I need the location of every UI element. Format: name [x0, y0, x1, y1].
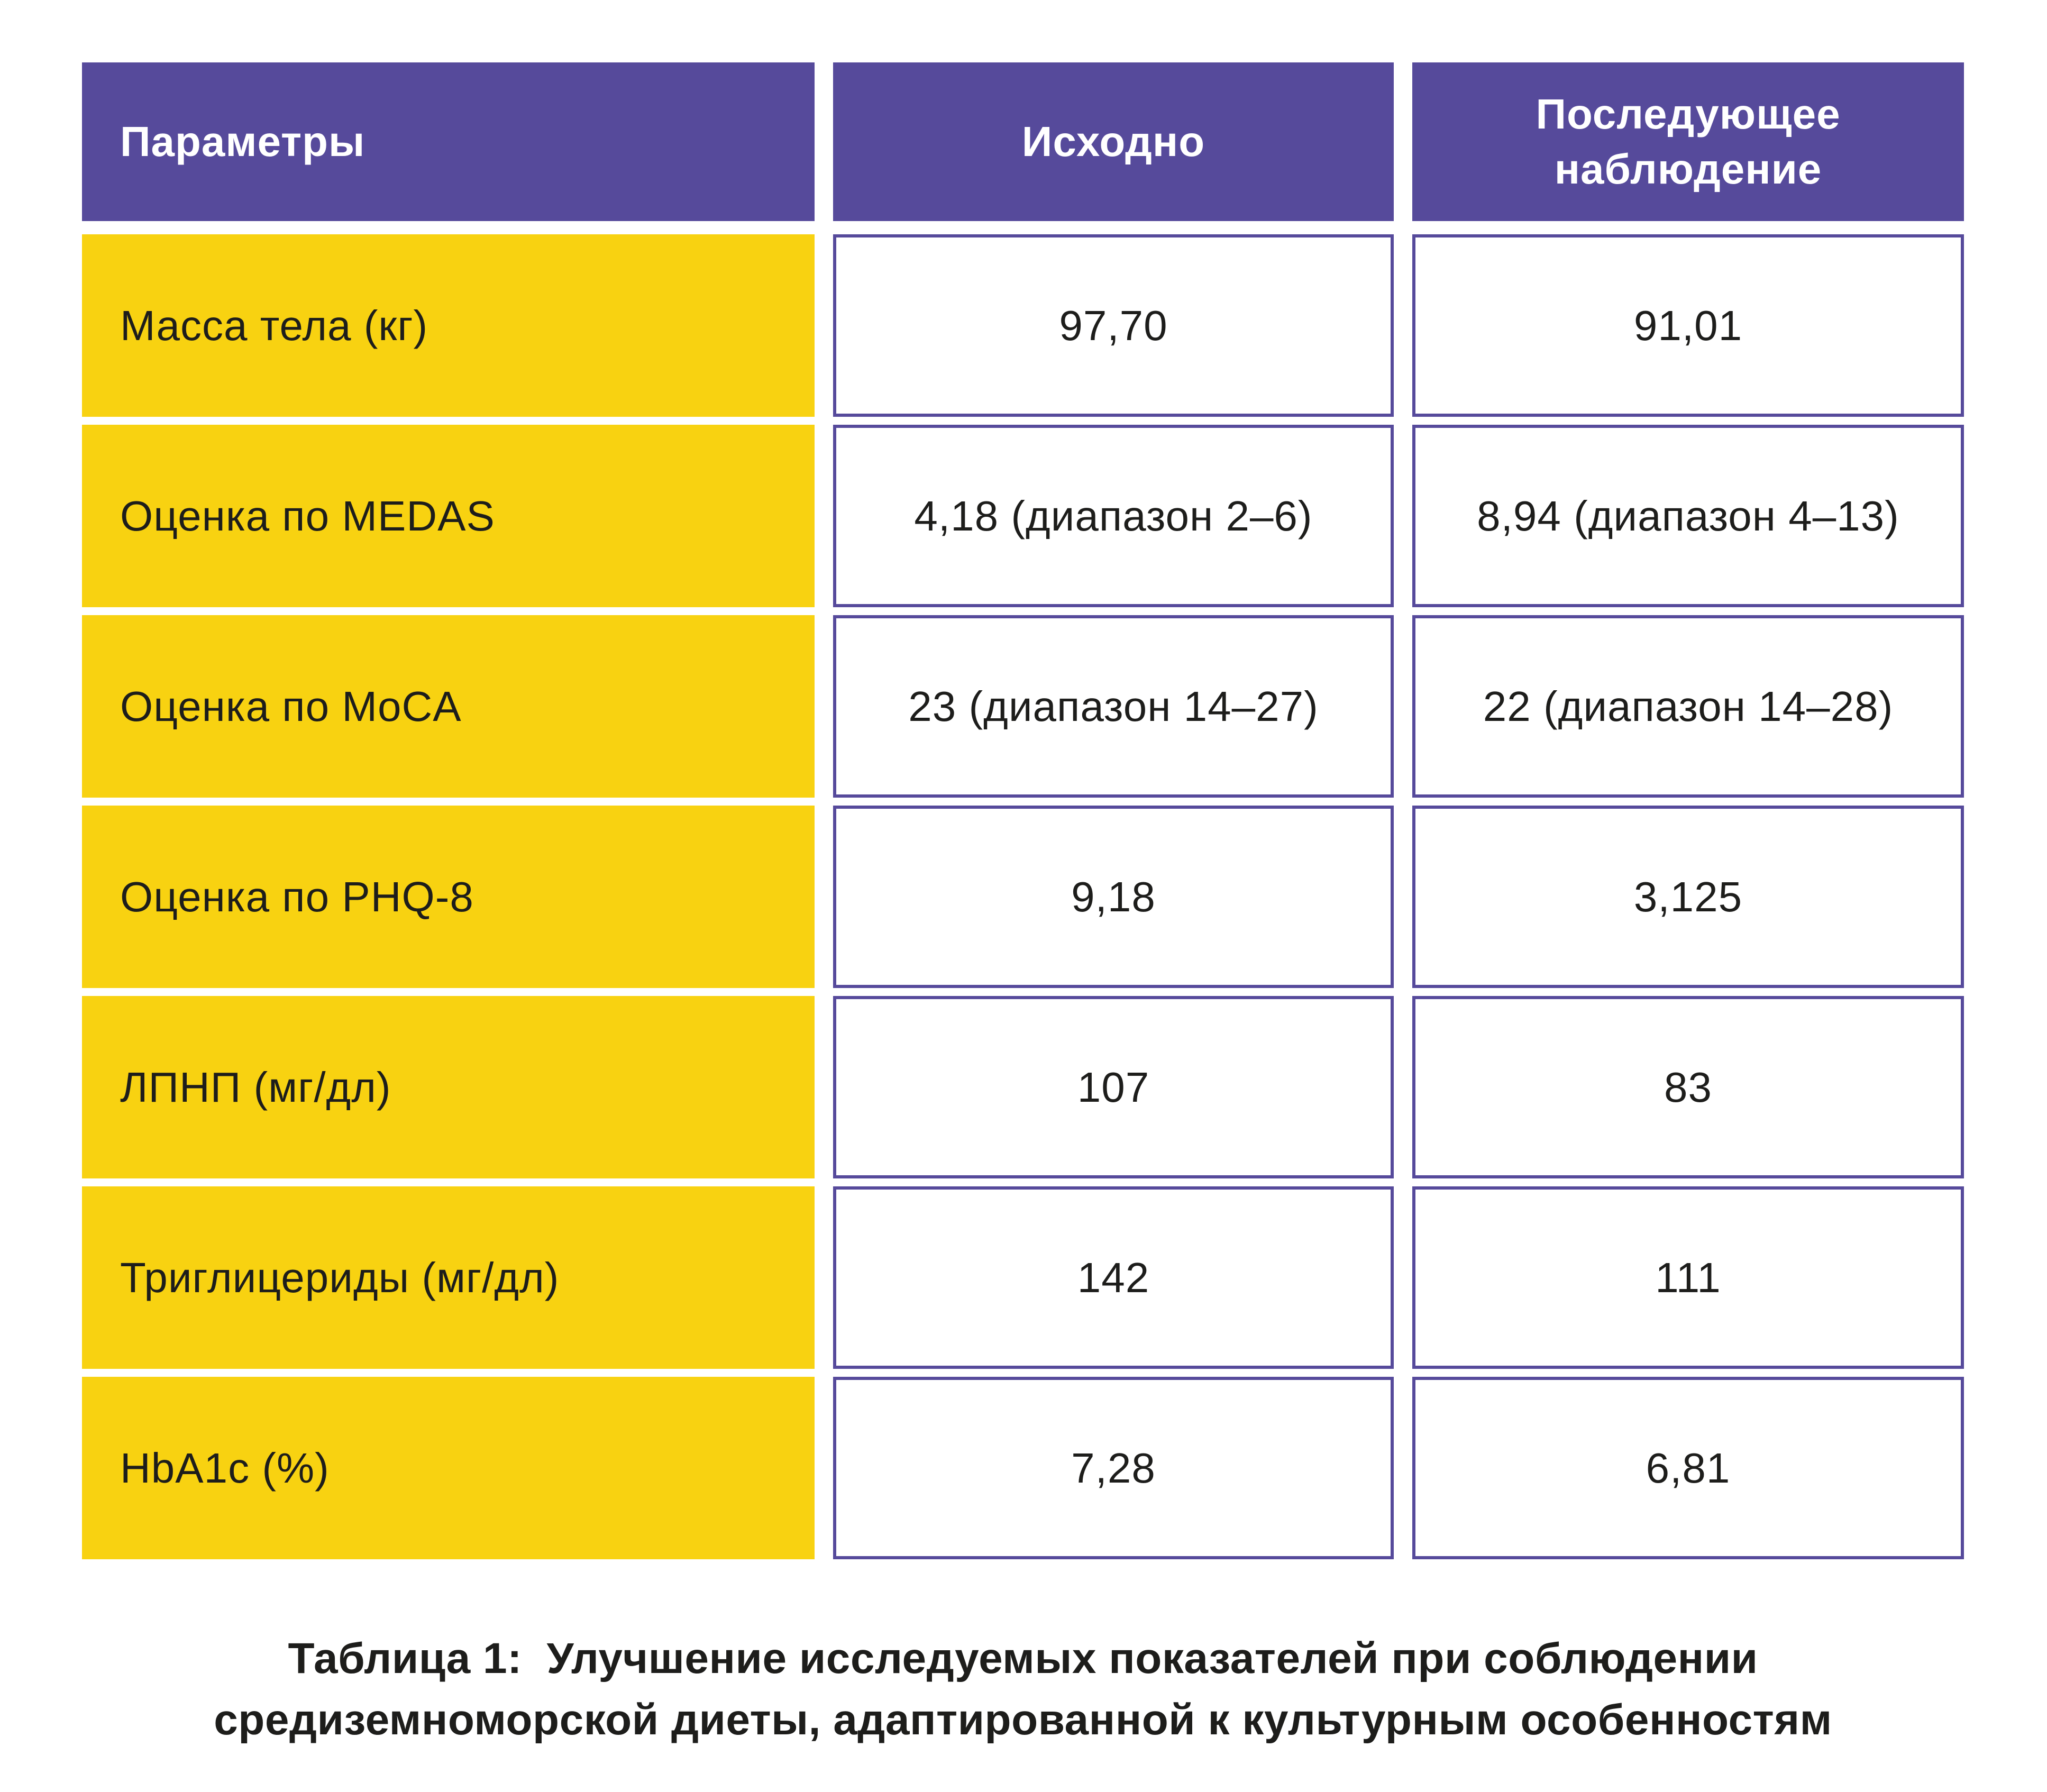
baseline-value: 107 [833, 996, 1394, 1178]
followup-value: 91,01 [1412, 234, 1964, 417]
table-caption: Таблица 1: Улучшение исследуемых показат… [82, 1628, 1964, 1751]
row-label: ЛПНП (мг/дл) [82, 996, 815, 1178]
row-label: Оценка по PHQ-8 [82, 806, 815, 988]
header-baseline-label: Исходно [1021, 118, 1205, 165]
caption-line-1: Таблица 1: Улучшение исследуемых показат… [288, 1634, 1758, 1683]
header-cell-parameters: Параметры [82, 62, 815, 221]
table-header-row: Параметры Исходно Последующее наблюдение [82, 62, 1964, 221]
table-body: Масса тела (кг) 97,70 91,01 Оценка по ME… [82, 234, 1964, 1559]
row-label: HbA1c (%) [82, 1377, 815, 1559]
header-cell-followup: Последующее наблюдение [1412, 62, 1964, 221]
baseline-value: 142 [833, 1186, 1394, 1369]
header-parameters-label: Параметры [120, 118, 365, 165]
baseline-value: 97,70 [833, 234, 1394, 417]
caption-line-2: средиземноморской диеты, адаптированной … [214, 1696, 1832, 1744]
header-cell-baseline: Исходно [833, 62, 1394, 221]
followup-value: 6,81 [1412, 1377, 1964, 1559]
followup-value: 3,125 [1412, 806, 1964, 988]
followup-value: 8,94 (диапазон 4–13) [1412, 425, 1964, 607]
header-followup-label: Последующее наблюдение [1536, 90, 1841, 193]
followup-value: 22 (диапазон 14–28) [1412, 615, 1964, 798]
followup-value: 111 [1412, 1186, 1964, 1369]
baseline-value: 23 (диапазон 14–27) [833, 615, 1394, 798]
baseline-value: 9,18 [833, 806, 1394, 988]
baseline-value: 4,18 (диапазон 2–6) [833, 425, 1394, 607]
followup-value: 83 [1412, 996, 1964, 1178]
row-label: Триглицериды (мг/дл) [82, 1186, 815, 1369]
baseline-value: 7,28 [833, 1377, 1394, 1559]
row-label: Оценка по MoCA [82, 615, 815, 798]
row-label: Оценка по MEDAS [82, 425, 815, 607]
row-label: Масса тела (кг) [82, 234, 815, 417]
results-table-figure: Параметры Исходно Последующее наблюдение… [82, 62, 1964, 1751]
